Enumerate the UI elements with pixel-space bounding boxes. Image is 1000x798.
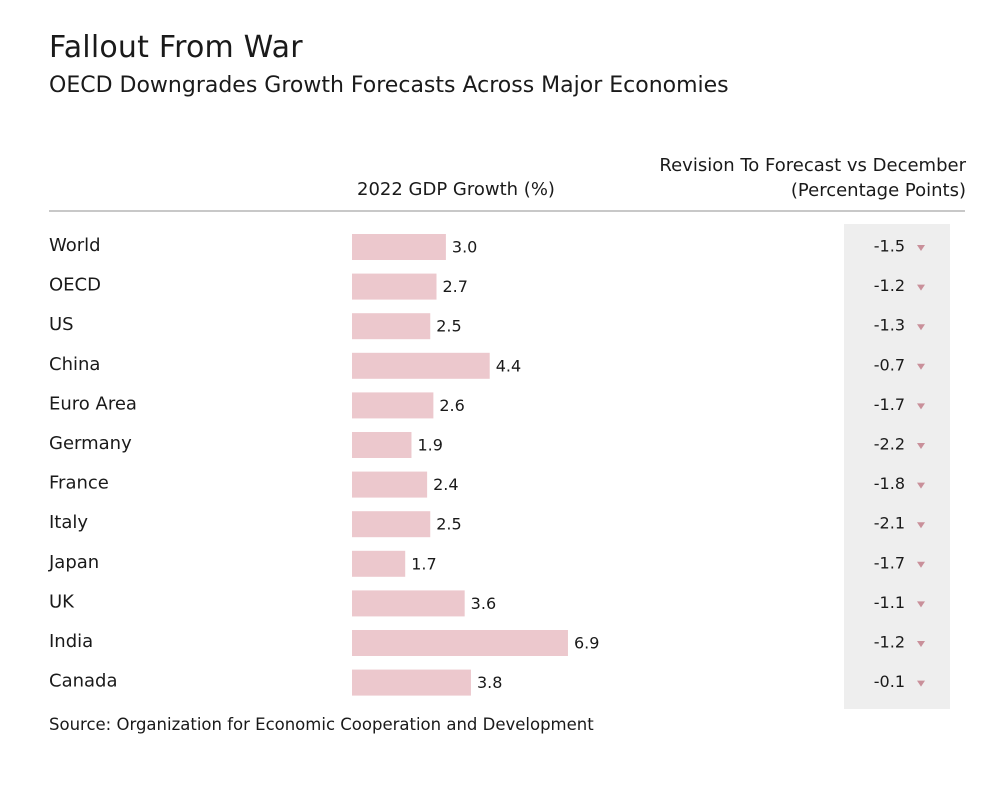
revision-header-line1: Revision To Forecast vs December: [659, 155, 966, 176]
country-label-world: World: [49, 235, 101, 256]
gdp-bar-germany: [352, 432, 412, 458]
country-label-us: US: [49, 314, 74, 335]
country-label-india: India: [49, 631, 93, 652]
gdp-value-china: 4.4: [496, 356, 521, 375]
source-note: Source: Organization for Economic Cooper…: [49, 715, 594, 734]
revision-value-euro-area: -1.7: [874, 395, 905, 414]
down-arrow-icon: [917, 561, 925, 568]
down-arrow-icon: [917, 482, 925, 489]
gdp-bar-us: [352, 313, 431, 340]
country-label-uk: UK: [49, 591, 75, 612]
revision-value-japan: -1.7: [874, 553, 905, 572]
revision-value-world: -1.5: [874, 237, 905, 256]
country-label-canada: Canada: [49, 671, 118, 692]
gdp-bar-oecd: [352, 273, 437, 300]
gdp-value-uk: 3.6: [471, 594, 496, 613]
revision-value-canada: -0.1: [874, 672, 905, 691]
country-label-germany: Germany: [49, 433, 132, 454]
revision-column-header: Revision To Forecast vs December (Percen…: [659, 153, 966, 203]
gdp-value-us: 2.5: [436, 317, 461, 336]
revision-column-background: [844, 224, 950, 709]
chart-title: Fallout From War: [49, 30, 303, 65]
gdp-bar-japan: [352, 550, 406, 577]
country-label-japan: Japan: [48, 552, 99, 573]
revision-value-italy: -2.1: [874, 514, 905, 533]
gdp-bar-india: [352, 630, 568, 656]
gdp-bar-euro-area: [352, 392, 434, 419]
gdp-column-header: 2022 GDP Growth (%): [357, 179, 555, 200]
country-label-euro-area: Euro Area: [49, 393, 137, 414]
down-arrow-icon: [917, 324, 925, 331]
gdp-value-canada: 3.8: [477, 673, 502, 692]
gdp-bar-italy: [352, 511, 431, 538]
country-label-china: China: [49, 354, 100, 375]
down-arrow-icon: [917, 601, 925, 608]
gdp-bar-canada: [352, 669, 471, 696]
down-arrow-icon: [917, 403, 925, 410]
revision-value-france: -1.8: [874, 474, 905, 493]
gdp-bar-uk: [352, 590, 465, 617]
gdp-value-euro-area: 2.6: [439, 396, 464, 415]
gdp-bar-france: [352, 471, 428, 498]
revision-value-uk: -1.1: [874, 593, 905, 612]
gdp-value-japan: 1.7: [411, 554, 436, 573]
gdp-value-germany: 1.9: [417, 436, 442, 455]
gdp-bar-china: [352, 352, 490, 379]
header-divider: [49, 210, 965, 212]
revision-value-india: -1.2: [874, 633, 905, 652]
chart-subtitle: OECD Downgrades Growth Forecasts Across …: [49, 73, 729, 98]
gdp-value-india: 6.9: [574, 634, 599, 653]
revision-value-germany: -2.2: [874, 435, 905, 454]
down-arrow-icon: [917, 522, 925, 529]
country-label-oecd: OECD: [49, 275, 101, 296]
revision-header-line2: (Percentage Points): [790, 180, 966, 201]
gdp-bar-world: [352, 234, 446, 260]
revision-value-us: -1.3: [874, 316, 905, 335]
gdp-value-world: 3.0: [452, 238, 477, 257]
down-arrow-icon: [917, 245, 925, 251]
down-arrow-icon: [917, 443, 925, 449]
country-label-italy: Italy: [49, 512, 88, 533]
gdp-value-oecd: 2.7: [443, 277, 468, 296]
down-arrow-icon: [917, 641, 925, 647]
gdp-value-italy: 2.5: [436, 515, 461, 534]
down-arrow-icon: [917, 680, 925, 687]
revision-value-china: -0.7: [874, 355, 905, 374]
gdp-value-france: 2.4: [433, 475, 458, 494]
down-arrow-icon: [917, 284, 925, 291]
country-label-france: France: [49, 473, 109, 494]
revision-value-oecd: -1.2: [874, 276, 905, 295]
down-arrow-icon: [917, 363, 925, 370]
